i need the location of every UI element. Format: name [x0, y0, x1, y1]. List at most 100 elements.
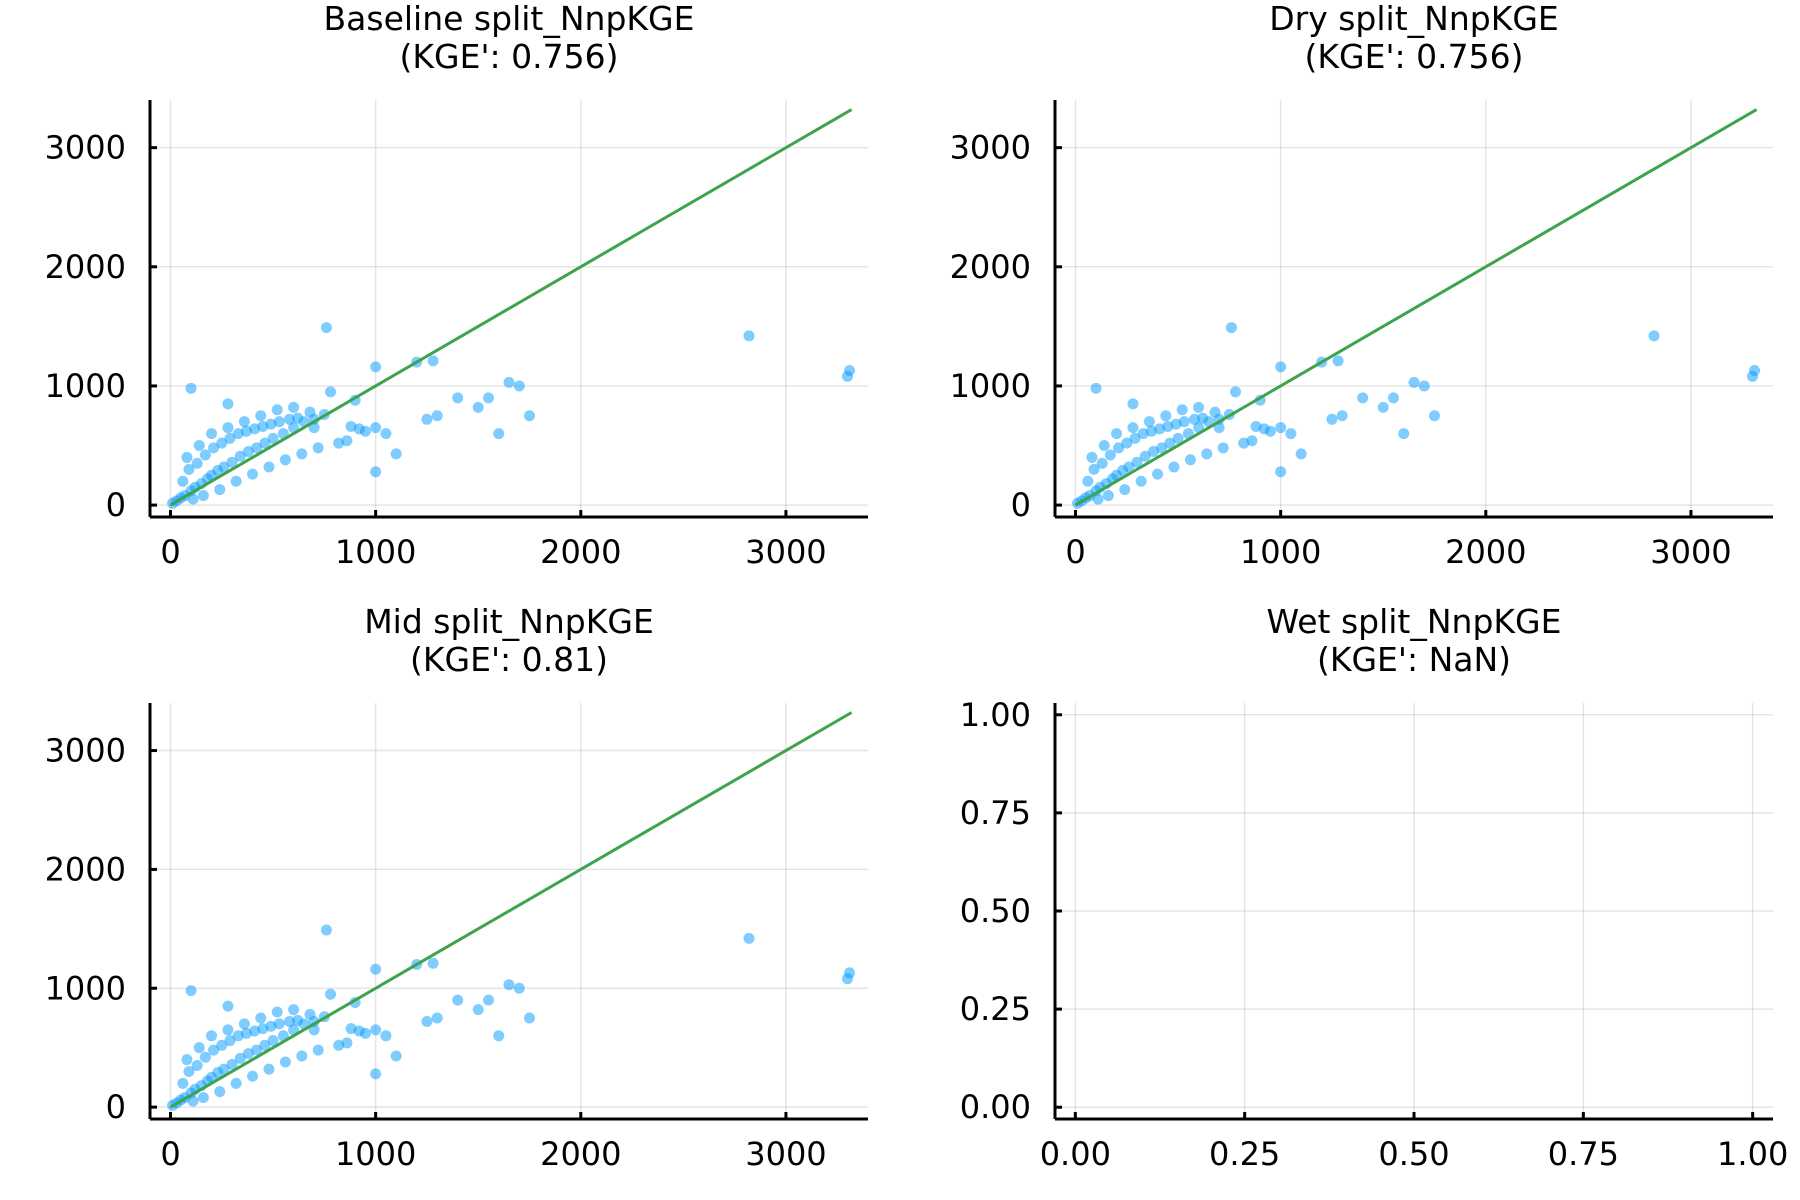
- scatter-point: [224, 432, 236, 444]
- scatter-point: [273, 1018, 285, 1030]
- x-tick-label: 0.25: [1209, 1135, 1280, 1173]
- scatter-point: [216, 1039, 228, 1051]
- scatter-point: [292, 412, 304, 424]
- y-tick-label: 0.00: [960, 1088, 1031, 1126]
- scatter-point: [1326, 413, 1338, 425]
- x-tick-label: 1.00: [1717, 1135, 1788, 1173]
- scatter-point: [1648, 330, 1660, 342]
- scatter-point: [370, 963, 382, 975]
- chart-subtitle: (KGE': 0.81): [410, 640, 608, 679]
- scatter-point: [320, 322, 332, 334]
- x-tick-label: 3000: [745, 533, 826, 571]
- scatter-point: [1246, 435, 1258, 447]
- x-tick-label: 0: [160, 1135, 180, 1173]
- subplot-mid: Mid split_NnpKGE(KGE': 0.81) 0 1000 2000 300…: [45, 602, 868, 1173]
- scatter-point: [259, 1039, 271, 1051]
- scatter-point: [1082, 475, 1094, 487]
- scatter-point: [214, 1086, 226, 1098]
- scatter-point: [1295, 448, 1307, 460]
- scatter-point: [325, 386, 337, 398]
- y-tick-label: 1.00: [960, 696, 1031, 734]
- scatter-point: [493, 428, 505, 440]
- x-tick-label: 0.00: [1040, 1135, 1111, 1173]
- scatter-point: [513, 380, 525, 392]
- scatter-point: [1121, 437, 1133, 449]
- scatter-point: [263, 1063, 275, 1075]
- x-tick-label: 2000: [540, 533, 621, 571]
- scatter-point: [472, 1004, 484, 1016]
- scatter-point: [304, 1008, 316, 1020]
- scatter-point: [222, 1024, 234, 1036]
- subplot-baseline: Baseline split_NnpKGE(KGE': 0.756) 0 1000 2…: [45, 0, 868, 571]
- scatter-point: [1160, 410, 1172, 422]
- scatter-point: [238, 1018, 250, 1030]
- scatter-point: [524, 1012, 536, 1024]
- y-tick-label: 0: [1011, 486, 1031, 524]
- scatter-point: [197, 1092, 209, 1104]
- scatter-point: [1418, 380, 1430, 392]
- scatter-point: [187, 493, 199, 505]
- scatter-point: [1127, 422, 1139, 434]
- scatter-point: [208, 442, 220, 454]
- scatter-point: [193, 440, 205, 452]
- scatter-point: [279, 1056, 291, 1068]
- scatter-point: [283, 413, 295, 425]
- y-tick-label: 1000: [45, 367, 126, 405]
- scatter-point: [1201, 448, 1213, 460]
- scatter-point: [1377, 401, 1389, 413]
- scatter-point: [255, 410, 267, 422]
- y-tick-label: 3000: [45, 129, 126, 167]
- scatter-point: [263, 461, 275, 473]
- x-tick-label: 0: [160, 533, 180, 571]
- scatter-point: [1143, 416, 1155, 428]
- scatter-point: [1172, 432, 1184, 444]
- scatter-point: [234, 450, 246, 462]
- scatter-point: [1197, 412, 1209, 424]
- scatter-point: [524, 410, 536, 422]
- scatter-point: [472, 401, 484, 413]
- scatter-point: [380, 1030, 392, 1042]
- scatter-point: [353, 1025, 365, 1037]
- scatter-point: [1332, 355, 1344, 367]
- scatter-point: [191, 457, 203, 469]
- scatter-point: [242, 445, 254, 457]
- scatter-point: [743, 330, 755, 342]
- scatter-point: [251, 1044, 263, 1056]
- scatter-point: [238, 416, 250, 428]
- scatter-point: [279, 454, 291, 466]
- scatter-point: [1749, 364, 1761, 376]
- scatter-point: [844, 364, 856, 376]
- scatter-point: [380, 428, 392, 440]
- identity-line: [169, 108, 853, 507]
- scatter-point: [181, 451, 193, 463]
- scatter-point: [1188, 413, 1200, 425]
- scatter-point: [230, 475, 242, 487]
- scatter-point: [288, 401, 300, 413]
- y-tick-label: 2000: [45, 248, 126, 286]
- scatter-point: [267, 1035, 279, 1047]
- scatter-point: [183, 463, 195, 475]
- y-tick-label: 0.50: [960, 892, 1031, 930]
- scatter-point: [1176, 404, 1188, 416]
- scatter-point: [230, 1077, 242, 1089]
- scatter-point: [1275, 361, 1287, 373]
- scatter-point: [1285, 428, 1297, 440]
- scatter-point: [1152, 468, 1164, 480]
- scatter-point: [503, 376, 515, 388]
- scatter-point: [1104, 449, 1116, 461]
- scatter-point: [312, 442, 324, 454]
- scatter-point: [1168, 461, 1180, 473]
- scatter-point: [1131, 456, 1143, 468]
- scatter-point: [273, 416, 285, 428]
- subplot-dry: Dry split_NnpKGE(KGE': 0.756) 0 1000 2000 30…: [950, 0, 1773, 571]
- y-tick-label: 2000: [45, 850, 126, 888]
- scatter-point: [1258, 423, 1270, 435]
- scatter-point: [1209, 406, 1221, 418]
- scatter-point: [206, 1030, 218, 1042]
- scatter-point: [1225, 322, 1237, 334]
- scatter-point: [1408, 376, 1420, 388]
- scatter-point: [1178, 416, 1190, 428]
- scatter-point: [452, 392, 464, 404]
- scatter-point: [1119, 484, 1131, 496]
- scatter-point: [1193, 401, 1205, 413]
